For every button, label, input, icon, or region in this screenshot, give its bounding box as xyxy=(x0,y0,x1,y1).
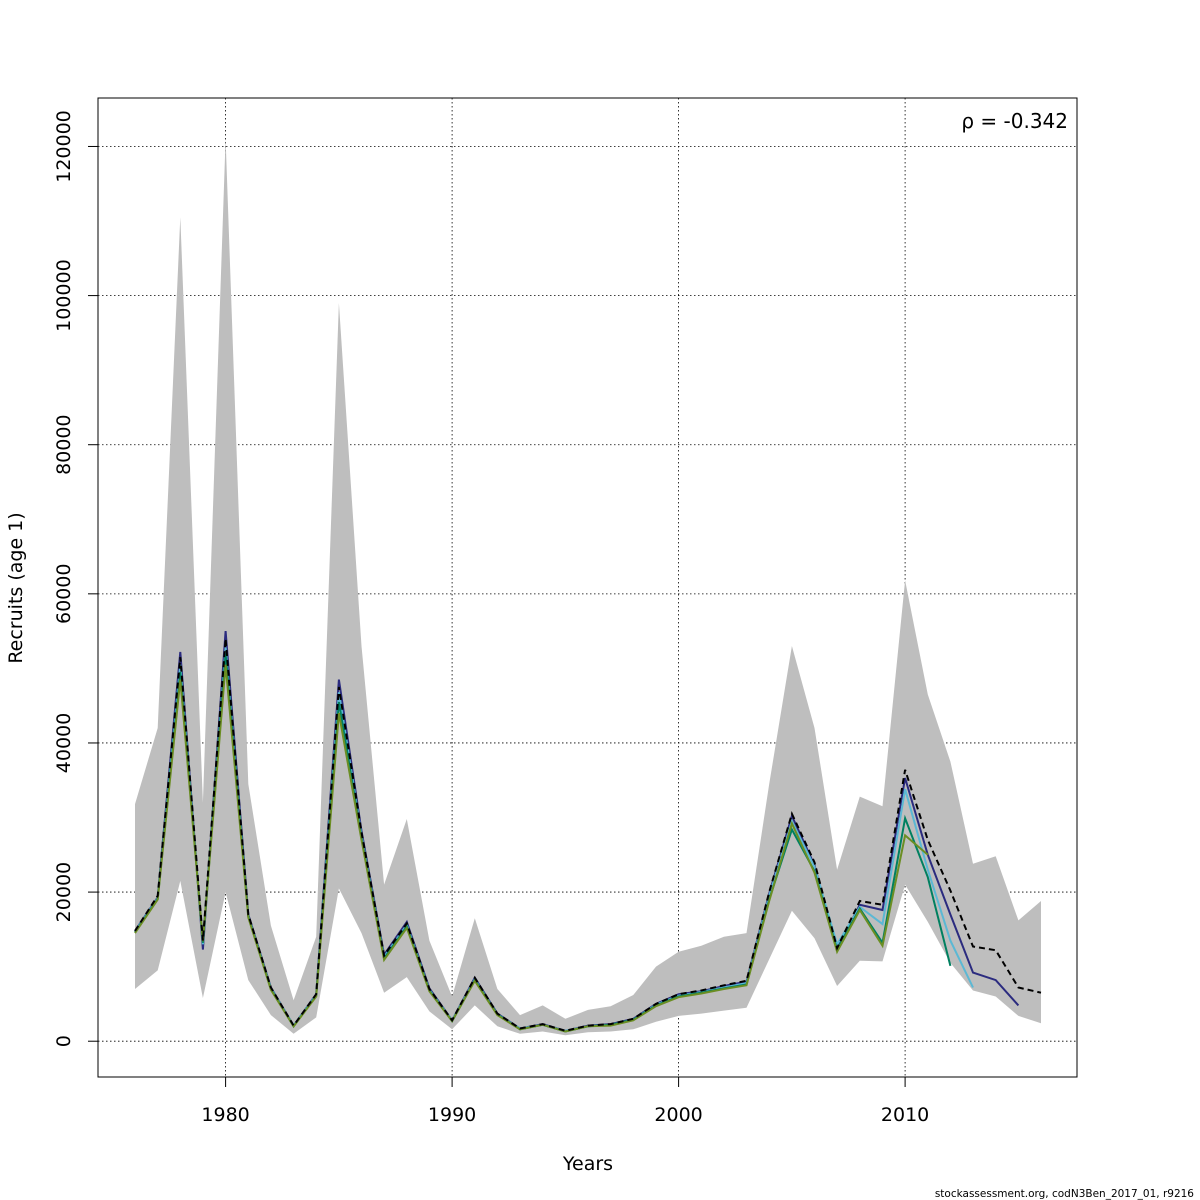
y-tick-label-2: 40000 xyxy=(53,713,75,773)
y-axis-title: Recruits (age 1) xyxy=(5,512,27,663)
y-tick-label-5: 100000 xyxy=(53,259,75,332)
x-axis: 1980 1990 2000 2010 xyxy=(201,1077,929,1126)
confidence-band xyxy=(135,139,1041,1036)
x-axis-title: Years xyxy=(562,1153,613,1175)
y-tick-label-6: 120000 xyxy=(53,110,75,183)
x-tick-label-3: 2010 xyxy=(881,1104,929,1126)
x-tick-label-1: 1990 xyxy=(428,1104,476,1126)
y-tick-label-3: 60000 xyxy=(53,564,75,624)
y-tick-label-4: 80000 xyxy=(53,414,75,474)
series-line-dashed xyxy=(134,638,1042,1032)
confidence-band-layer xyxy=(135,139,1041,1036)
x-tick-label-2: 2000 xyxy=(654,1104,702,1126)
y-tick-label-0: 0 xyxy=(53,1035,75,1047)
rho-annotation: ρ = -0.342 xyxy=(961,109,1068,133)
plot-frame xyxy=(97,97,1078,1078)
y-tick-label-1: 20000 xyxy=(53,862,75,922)
x-tick-label-0: 1980 xyxy=(201,1104,249,1126)
series-layer xyxy=(134,631,1042,1033)
y-axis: 0 20000 40000 60000 80000 100000 120000 xyxy=(53,110,98,1047)
footer-credit: stockassessment.org, codN3Ben_2017_01, r… xyxy=(935,1188,1194,1200)
